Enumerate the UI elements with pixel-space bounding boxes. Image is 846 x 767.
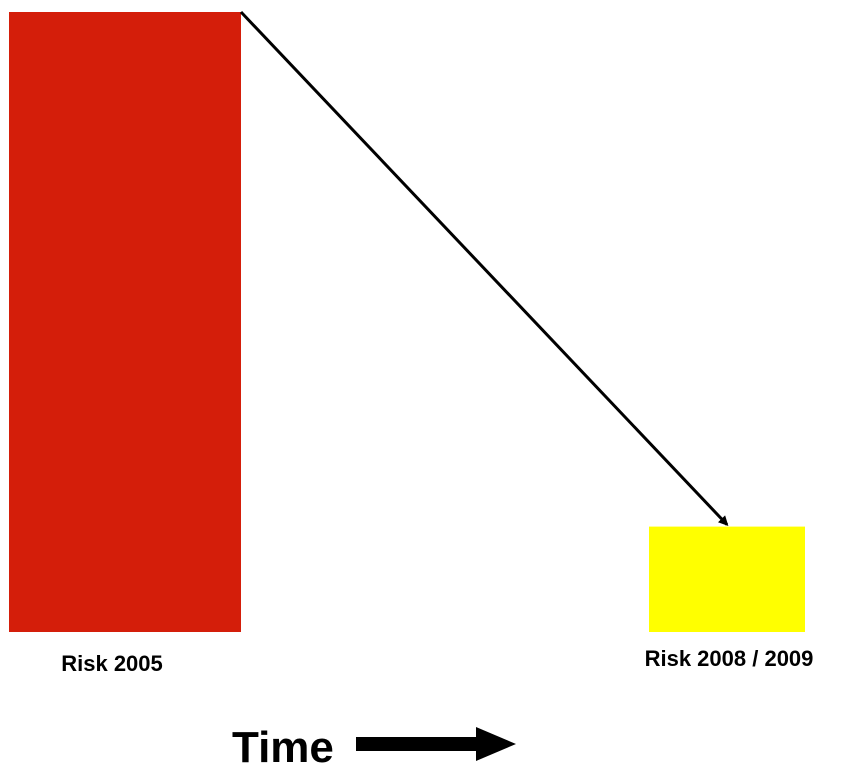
category-label-1: Risk 2008 / 2009	[645, 646, 814, 671]
time-arrow-icon	[356, 727, 516, 761]
time-axis-label: Time	[232, 723, 334, 767]
category-label-0: Risk 2005	[61, 651, 163, 676]
bar-0	[9, 12, 241, 632]
trend-arrow	[239, 10, 729, 527]
bar-1	[649, 526, 805, 632]
bars-group	[9, 12, 805, 632]
